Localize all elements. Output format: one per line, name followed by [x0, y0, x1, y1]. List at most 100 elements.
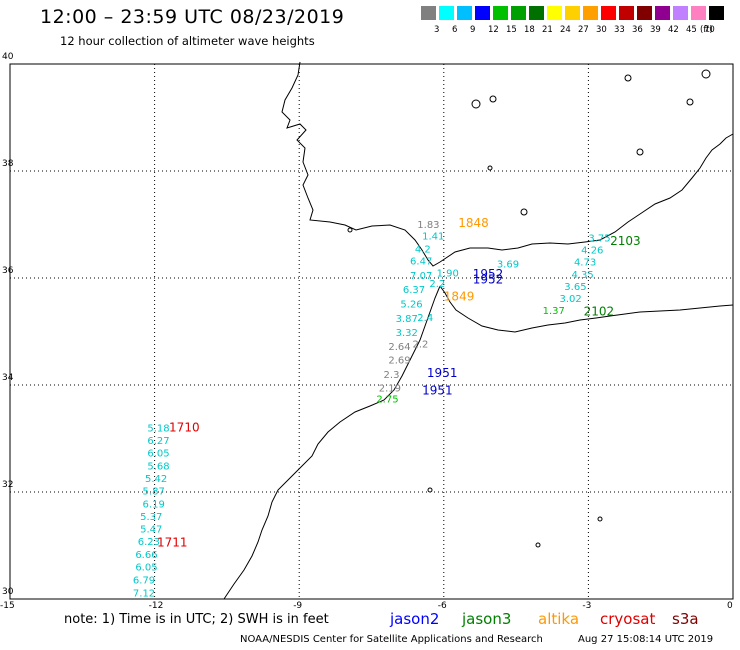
legend-tick-label: 3: [434, 25, 440, 35]
wave-height-value: 2.69: [388, 356, 410, 367]
pass-time-label: 1711: [157, 536, 188, 550]
wave-height-value: 4.26: [581, 245, 603, 256]
legend-tick-label: 33: [614, 25, 625, 35]
pass-time-label: 1951: [422, 384, 453, 398]
satellite-altika-label: altika: [538, 610, 580, 628]
legend-swatch: [475, 6, 490, 20]
wave-height-value: 1.37: [543, 306, 565, 317]
wave-height-value: 2.3: [384, 370, 400, 381]
satellite-cryosat-label: cryosat: [600, 610, 656, 628]
legend-swatch: [493, 6, 508, 20]
wave-height-value: 6.19: [143, 500, 165, 511]
wave-height-value: 3.02: [559, 294, 581, 305]
pass-time-label: 1952: [473, 272, 504, 286]
small-island: [597, 516, 603, 522]
wave-height-value: 6.66: [135, 550, 157, 561]
legend-tick-label: 12: [488, 25, 499, 35]
wave-height-value: 1.90: [437, 268, 459, 279]
wave-height-value: 4.35: [572, 270, 594, 281]
legend-swatch: [439, 6, 454, 20]
wave-height-value: 6.27: [147, 436, 169, 447]
footer-note: note: 1) Time is in UTC; 2) SWH is in fe…: [64, 612, 329, 627]
observations-layer: 1.831.414.26.477.076.375.263.873.322.642…: [133, 220, 611, 599]
legend-swatch: [565, 6, 580, 20]
wave-height-value: 2.4: [417, 313, 433, 324]
legend-swatch: [637, 6, 652, 20]
wave-height-value: 2.19: [379, 383, 401, 394]
coastline: [223, 61, 734, 600]
small-island: [636, 148, 644, 156]
wave-height-value: 6.23: [138, 537, 160, 548]
satellite-jason2-label: jason2: [390, 610, 440, 628]
legend-tick-label: 18: [524, 25, 535, 35]
small-island: [489, 95, 497, 103]
pass-time-label: 1710: [169, 421, 200, 435]
wave-height-value: 5.42: [145, 474, 167, 485]
wave-height-value: 2.75: [376, 395, 398, 406]
wave-height-value: 6.79: [133, 575, 155, 586]
lon-tick-label: 0: [727, 601, 733, 611]
lon-tick-label: -9: [293, 601, 303, 611]
small-island: [347, 227, 353, 233]
legend-swatch: [421, 6, 436, 20]
wave-height-value: 2.2: [412, 340, 428, 351]
legend-tick-label: 30: [596, 25, 607, 35]
legend-tick-label: 24: [560, 25, 571, 35]
legend-swatch: [619, 6, 634, 20]
legend-tick-label: 42: [668, 25, 679, 35]
legend-tick-label: 21: [542, 25, 553, 35]
legend-swatch: [529, 6, 544, 20]
legend-tick-label: 36: [632, 25, 643, 35]
map-frame: [9, 63, 734, 600]
legend-tick-label: 39: [650, 25, 661, 35]
legend-swatch: [511, 6, 526, 20]
wave-height-value: 7.12: [133, 588, 155, 599]
wave-height-value: 6.47: [410, 257, 432, 268]
small-island: [535, 542, 541, 548]
wave-height-value: 4.73: [574, 258, 596, 269]
wave-height-value: 2.2: [429, 279, 445, 290]
lat-tick-label: 38: [2, 159, 14, 169]
wave-height-value: 4.2: [415, 244, 431, 255]
generated-timestamp: Aug 27 15:08:14 UTC 2019: [578, 634, 714, 645]
lat-tick-label: 32: [2, 480, 14, 490]
map-subtitle: 12 hour collection of altimeter wave hei…: [60, 34, 315, 48]
pass-time-label: 2103: [610, 234, 641, 248]
africa-coast: [439, 285, 734, 333]
lat-tick-label: 36: [2, 266, 14, 276]
legend-swatch: [691, 6, 706, 20]
small-island: [471, 99, 481, 109]
small-island: [520, 208, 528, 216]
graticule: [10, 64, 733, 599]
wave-height-value: 5.37: [140, 512, 162, 523]
legend-swatch: [601, 6, 616, 20]
wave-height-value: 7.07: [410, 271, 432, 282]
lon-tick-label: -3: [582, 601, 592, 611]
wave-height-value: 3.69: [497, 259, 519, 270]
small-island: [686, 98, 694, 106]
small-island: [701, 69, 711, 79]
pass-time-label: 1952: [473, 267, 504, 281]
legend-tick-label: 6: [452, 25, 458, 35]
wave-height-value: 3.32: [396, 328, 418, 339]
atlantic-morocco-coast: [223, 285, 441, 600]
wave-height-value: 6.05: [135, 563, 157, 574]
small-island: [427, 487, 433, 493]
wave-height-value: 3.87: [396, 314, 418, 325]
satellite-s3a-label: s3a: [672, 610, 699, 628]
wave-height-value: 1.41: [422, 231, 444, 242]
legend-tick-label: 9: [470, 25, 476, 35]
pass-time-label: 1849: [444, 289, 475, 303]
wave-height-value: 5.47: [140, 525, 162, 536]
wave-height-value: 6.37: [403, 285, 425, 296]
satellite-jason3-label: jason3: [462, 610, 512, 628]
legend-swatch: [655, 6, 670, 20]
lat-tick-label: 40: [2, 52, 14, 62]
legend-unit: (ft): [700, 25, 713, 35]
lat-tick-label: 30: [2, 587, 14, 597]
legend-swatch: [457, 6, 472, 20]
lon-tick-label: -15: [0, 601, 15, 611]
credit-line: NOAA/NESDIS Center for Satellite Applica…: [240, 634, 543, 645]
legend-tick-label: 15: [506, 25, 517, 35]
